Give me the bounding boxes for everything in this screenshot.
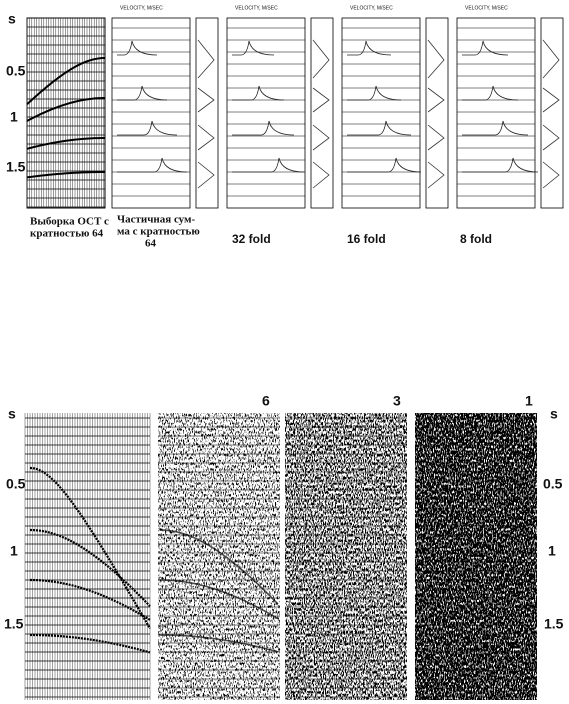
semblance-peak — [462, 120, 529, 136]
semblance-peak — [232, 85, 285, 101]
semblance-peak — [462, 157, 539, 173]
reflection — [29, 466, 151, 630]
semblance-peak — [117, 85, 168, 101]
panel-header: VELOCITY, M/SEC — [120, 5, 163, 11]
reflection — [26, 57, 106, 106]
semblance-peak — [117, 120, 178, 136]
semblance-peak — [232, 157, 305, 173]
semblance-peak — [347, 40, 392, 56]
caption: 32 fold — [232, 232, 271, 246]
side-panel — [540, 17, 564, 209]
velocity-panel — [341, 17, 421, 209]
noise — [158, 413, 280, 700]
caption: кратностью 64 — [30, 228, 104, 240]
side-wave — [427, 39, 445, 189]
semblance-peak — [117, 40, 158, 56]
reflection — [29, 578, 151, 621]
reflection — [29, 633, 151, 654]
panel-header: VELOCITY, M/SEC — [465, 5, 508, 11]
semblance-peak — [462, 85, 519, 101]
axis-label: 0.5 — [543, 476, 563, 492]
axis-label: s — [8, 406, 16, 422]
caption: 8 fold — [460, 232, 492, 246]
axis-label: 0.5 — [6, 63, 26, 79]
panel-label: 6 — [262, 393, 270, 409]
caption: 16 fold — [347, 232, 386, 246]
side-panel — [425, 17, 449, 209]
decoration — [24, 17, 564, 700]
side-panel — [195, 17, 219, 209]
reflection — [159, 579, 279, 620]
panel-label: 1 — [525, 393, 533, 409]
reflection — [29, 528, 151, 607]
semblance-peak — [347, 85, 402, 101]
semblance-peak — [232, 120, 295, 136]
side-wave — [312, 39, 330, 189]
labels: VELOCITY, M/SEC VELOCITY, M/SEC VELOCITY, … — [4, 5, 564, 631]
reflection — [159, 634, 279, 653]
side-wave — [542, 39, 560, 189]
panel-label: 3 — [393, 393, 401, 409]
reflection — [159, 529, 279, 605]
axis-label: s — [8, 11, 16, 27]
caption: Частичная сум- — [117, 214, 196, 226]
axis-label: s — [550, 406, 558, 422]
axis-label: 1 — [10, 543, 18, 559]
noise — [415, 413, 537, 700]
caption: ма с кратностью — [117, 226, 200, 238]
caption: Выборка ОСТ с — [30, 216, 109, 228]
side-wave — [197, 39, 215, 189]
axis-label: 1.5 — [6, 159, 26, 175]
reflection — [26, 137, 106, 150]
reflection — [26, 171, 106, 179]
gather-panel — [26, 17, 106, 209]
semblance-peak — [347, 120, 412, 136]
semblance-peak — [347, 157, 422, 173]
reflection — [26, 97, 106, 122]
velocity-panel — [456, 17, 536, 209]
panel-header: VELOCITY, M/SEC — [350, 5, 393, 11]
semblance-peak — [232, 40, 275, 56]
axis-label: 1 — [10, 109, 18, 125]
axis-label: 0.5 — [6, 476, 26, 492]
noise — [285, 413, 407, 700]
caption: 64 — [145, 238, 157, 250]
panel-header: VELOCITY, M/SEC — [235, 5, 278, 11]
axis-label: 1.5 — [544, 616, 564, 632]
velocity-panel — [111, 17, 191, 209]
semblance-peak — [117, 157, 188, 173]
velocity-panel — [226, 17, 306, 209]
side-panel — [310, 17, 334, 209]
axis-label: 1.5 — [4, 616, 24, 632]
axis-label: 1 — [548, 543, 556, 559]
semblance-peak — [462, 40, 509, 56]
